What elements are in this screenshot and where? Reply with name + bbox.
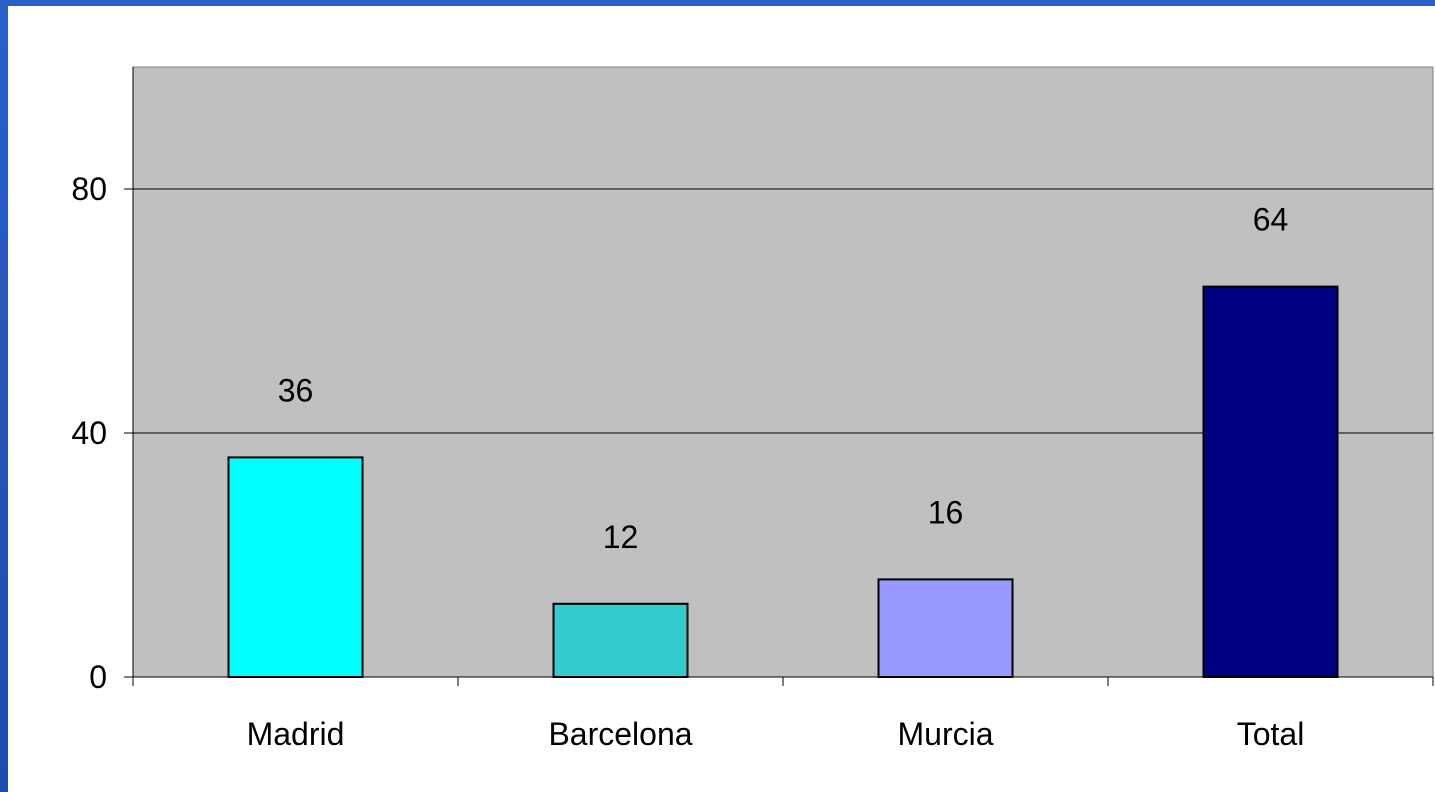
axes: [124, 67, 1434, 686]
category-label-murcia: Murcia: [897, 716, 993, 752]
category-label-barcelona: Barcelona: [548, 716, 692, 752]
bar-total: [1202, 285, 1339, 678]
data-label-total: 64: [1253, 202, 1289, 238]
labels: 0 40 80 36 Madrid 12 Barcelona 16 Murcia 64 Total: [71, 171, 1304, 752]
y-tick-label: 0: [89, 659, 107, 695]
y-tick-label: 40: [71, 415, 107, 451]
data-label-barcelona: 12: [603, 519, 639, 555]
bar-murcia: [877, 578, 1014, 679]
data-label-murcia: 16: [928, 494, 964, 530]
bar-barcelona: [552, 602, 689, 678]
y-tick-label: 80: [71, 171, 107, 207]
data-label-madrid: 36: [278, 372, 314, 408]
category-label-total: Total: [1237, 716, 1305, 752]
bar-madrid: [227, 456, 364, 678]
bars: [227, 285, 1339, 679]
category-label-madrid: Madrid: [247, 716, 345, 752]
